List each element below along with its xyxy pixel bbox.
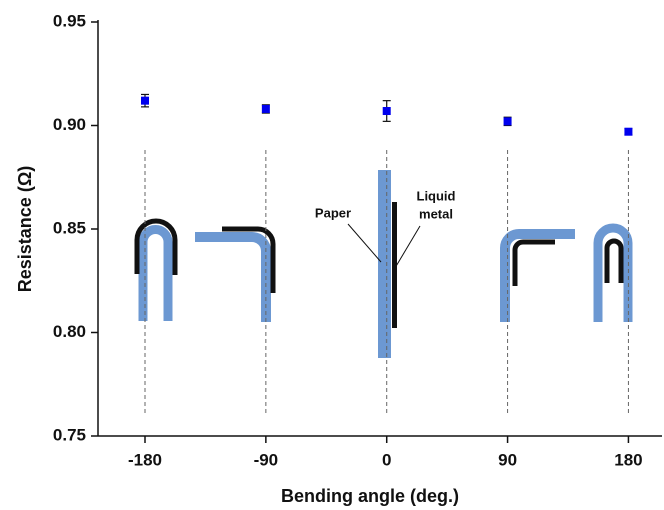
bend-90-metal	[512, 239, 555, 286]
point	[261, 104, 270, 113]
annotation: Liquid	[417, 188, 456, 203]
bend-minus-90-metal	[222, 226, 276, 293]
y-tick-label: 0.85	[53, 218, 86, 237]
x-tick-label: 180	[614, 450, 642, 469]
annotation: metal	[419, 206, 453, 221]
y-tick-label: 0.75	[53, 425, 86, 444]
point	[503, 117, 512, 126]
x-tick-label: -90	[254, 450, 279, 469]
metal-pointer	[394, 225, 421, 269]
x-tick-label: -180	[128, 450, 162, 469]
y-axis-title: Resistance (Ω)	[15, 166, 35, 292]
paper-pointer	[347, 223, 382, 263]
y-tick-label: 0.95	[53, 11, 86, 30]
y-tick-label: 0.80	[53, 322, 86, 341]
point	[382, 107, 391, 116]
flat-metal	[392, 202, 397, 328]
x-tick-label: 90	[498, 450, 517, 469]
bend-minus-180-metal	[134, 218, 178, 275]
x-axis-title: Bending angle (deg.)	[281, 486, 459, 506]
point	[624, 127, 633, 136]
annotation: Paper	[315, 205, 351, 220]
bend-90-paper	[500, 229, 575, 322]
bend-180-metal	[604, 238, 624, 283]
x-tick-label: 0	[382, 450, 391, 469]
bend-180-paper	[593, 223, 633, 322]
bend-minus-180-paper	[138, 225, 173, 321]
illustrations	[134, 170, 633, 358]
y-tick-label: 0.90	[53, 115, 86, 134]
point	[141, 96, 149, 105]
bend-minus-90-paper	[195, 232, 271, 322]
flat-paper	[378, 170, 391, 358]
